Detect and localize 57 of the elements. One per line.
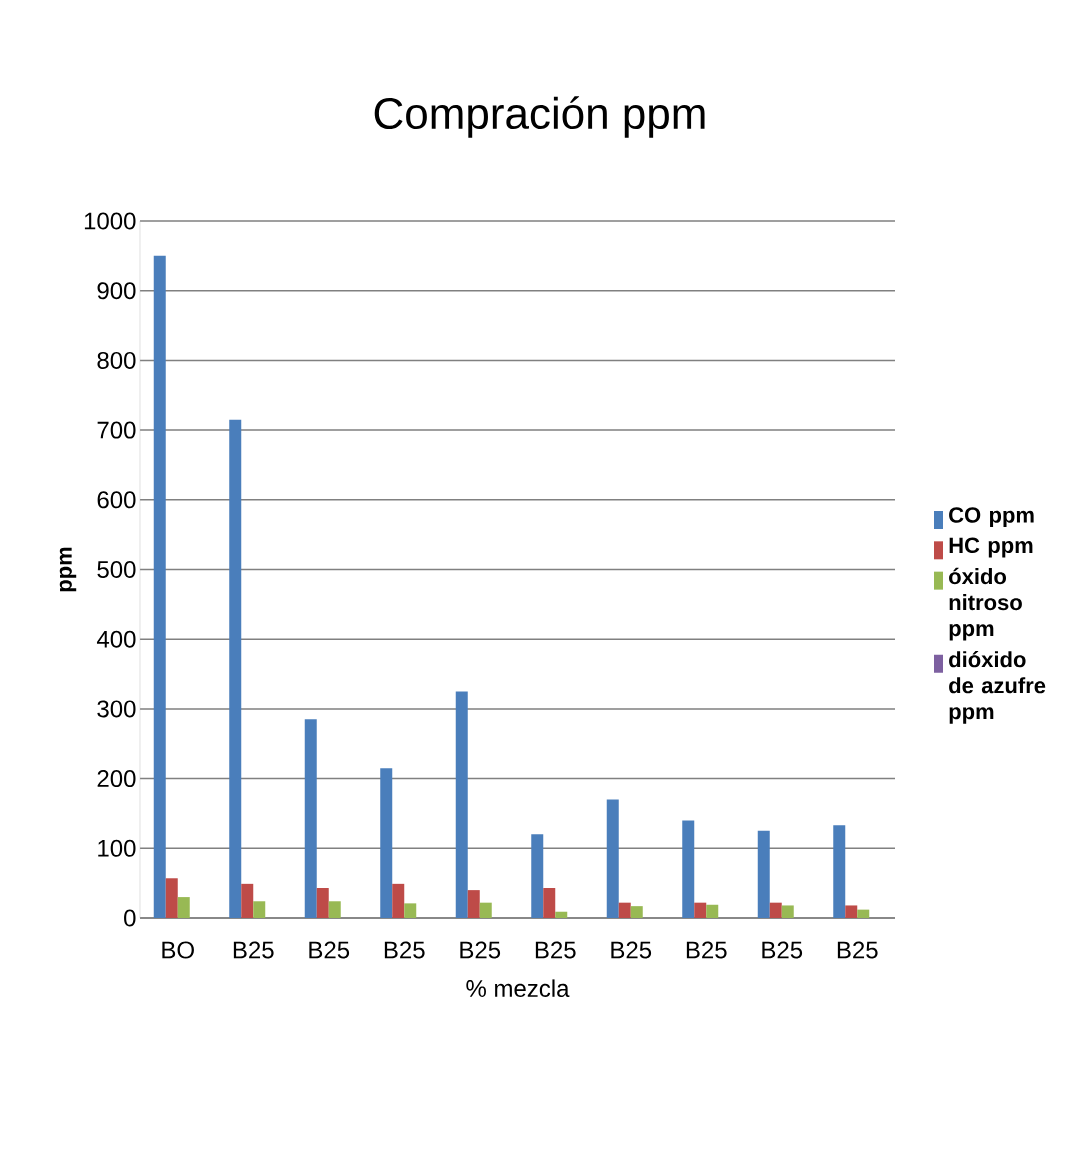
bar [229, 419, 242, 918]
y-tick-label: 200 [97, 770, 136, 788]
y-tick-label: 800 [97, 351, 136, 369]
y-tick-label: 1000 [84, 212, 136, 230]
bar [467, 890, 480, 918]
x-tick-label: B25 [837, 941, 878, 959]
bar [630, 906, 643, 918]
y-axis-title: ppm [59, 547, 77, 592]
bar [682, 820, 695, 918]
bar [328, 901, 341, 918]
x-tick-label: B25 [384, 941, 425, 959]
bar [455, 691, 468, 918]
bar [694, 902, 707, 918]
bar [304, 719, 317, 918]
bar [392, 883, 405, 918]
y-tick-label: 100 [98, 839, 136, 857]
bar [241, 883, 254, 918]
x-tick-label: BO [162, 941, 194, 959]
bar [618, 902, 631, 918]
bar [165, 878, 178, 918]
bar [404, 903, 417, 918]
bar [857, 909, 870, 918]
legend-label: dióxido de azufre ppm [949, 650, 1046, 724]
x-tick-label: B25 [535, 941, 576, 959]
y-tick-label: 500 [97, 561, 136, 578]
bar [380, 768, 393, 918]
x-tick-label: B25 [233, 941, 274, 959]
y-tick-label: 300 [97, 700, 136, 718]
bar [706, 904, 719, 918]
bar [555, 911, 568, 918]
y-tick-label: 400 [96, 630, 136, 648]
y-tick-label: 700 [97, 421, 136, 439]
x-tick-label: B25 [460, 941, 501, 959]
bar [153, 255, 166, 918]
x-tick-label: B25 [309, 941, 350, 959]
x-tick-label: B25 [762, 941, 803, 959]
legend-label: HC ppm [949, 537, 1033, 558]
x-tick-label: B25 [611, 941, 652, 959]
bar [177, 897, 190, 918]
bar [606, 799, 619, 918]
bar [769, 902, 782, 918]
bar [845, 905, 858, 918]
bar [833, 825, 846, 918]
chart-title: Compración ppm [374, 96, 705, 138]
bar [479, 902, 492, 918]
y-tick-label: 600 [97, 491, 136, 509]
y-tick-label: 0 [124, 909, 136, 927]
bar [531, 834, 544, 918]
x-axis-title: % mezcla [466, 979, 570, 998]
x-tick-label: B25 [686, 941, 727, 959]
y-tick-label: 900 [97, 282, 136, 300]
bar [781, 905, 794, 918]
bar [253, 901, 266, 918]
bar [757, 830, 770, 918]
bar [316, 888, 329, 918]
bar [543, 888, 556, 918]
legend-label: CO ppm [949, 507, 1034, 528]
